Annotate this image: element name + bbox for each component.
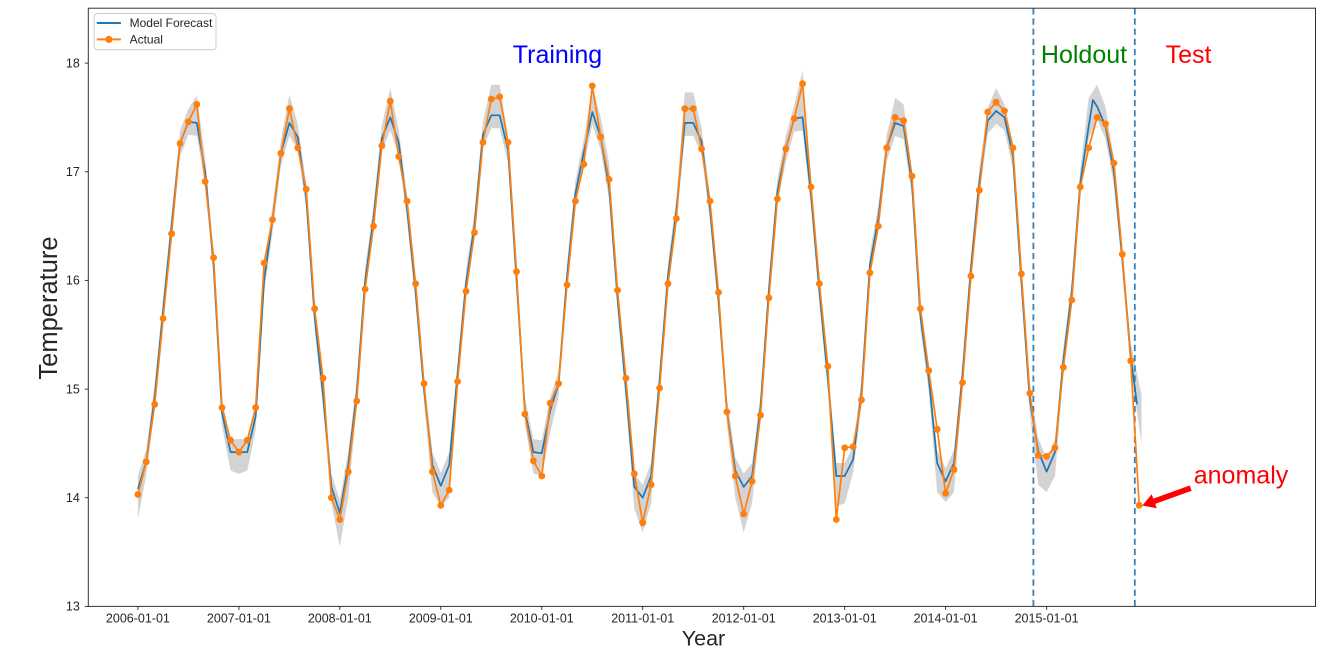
svg-text:16: 16 <box>66 274 80 288</box>
svg-text:2013-01-01: 2013-01-01 <box>813 612 877 626</box>
svg-text:Test: Test <box>1166 41 1212 69</box>
svg-text:2007-01-01: 2007-01-01 <box>207 612 271 626</box>
svg-text:2015-01-01: 2015-01-01 <box>1015 612 1079 626</box>
svg-text:2006-01-01: 2006-01-01 <box>106 612 170 626</box>
svg-text:Model Forecast: Model Forecast <box>130 16 213 30</box>
svg-text:Temperature: Temperature <box>35 236 63 379</box>
svg-text:17: 17 <box>66 165 80 179</box>
svg-text:anomaly: anomaly <box>1194 462 1289 490</box>
svg-text:2010-01-01: 2010-01-01 <box>510 612 574 626</box>
svg-text:15: 15 <box>66 382 80 396</box>
svg-text:Training: Training <box>513 41 602 69</box>
svg-text:2008-01-01: 2008-01-01 <box>308 612 372 626</box>
svg-text:2014-01-01: 2014-01-01 <box>914 612 978 626</box>
svg-text:Holdout: Holdout <box>1041 41 1127 69</box>
svg-text:2012-01-01: 2012-01-01 <box>712 612 776 626</box>
svg-text:18: 18 <box>66 56 80 70</box>
svg-text:2011-01-01: 2011-01-01 <box>611 612 674 626</box>
svg-text:14: 14 <box>66 491 80 505</box>
svg-text:Actual: Actual <box>130 33 163 47</box>
svg-text:13: 13 <box>66 600 80 614</box>
svg-text:Year: Year <box>682 627 725 651</box>
svg-text:2009-01-01: 2009-01-01 <box>409 612 473 626</box>
